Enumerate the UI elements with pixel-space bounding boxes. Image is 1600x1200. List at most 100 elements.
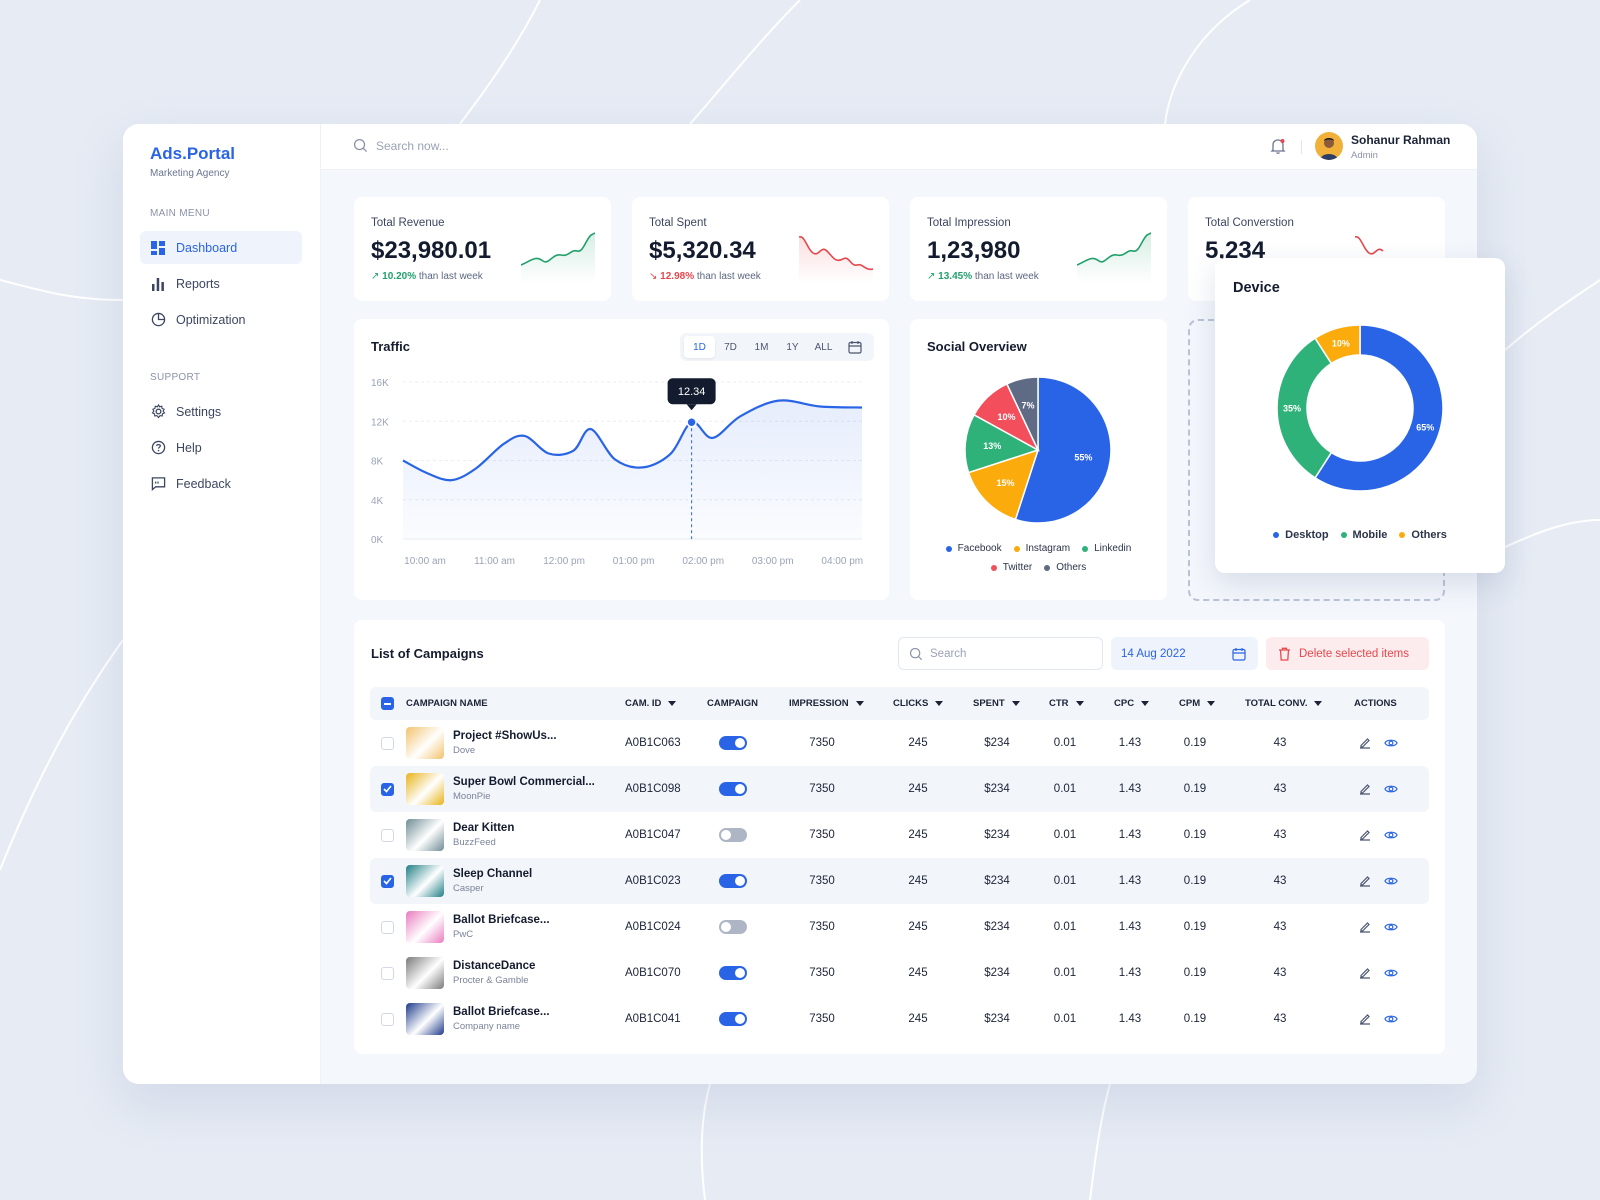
cell-spent: $234: [984, 967, 1010, 979]
col-spent[interactable]: SPENT: [973, 687, 1020, 720]
sidebar-item-feedback[interactable]: Feedback: [140, 467, 302, 500]
user-name[interactable]: Sohanur Rahman: [1351, 133, 1451, 147]
avatar[interactable]: [1315, 132, 1343, 160]
campaign-toggle[interactable]: [719, 950, 747, 996]
actions-cell: [1346, 812, 1398, 858]
table-row[interactable]: Dear Kitten BuzzFeed A0B1C047 7350 245 $234 0.…: [370, 812, 1429, 858]
select-all-checkbox[interactable]: [381, 687, 394, 720]
campaign-thumbnail: [406, 727, 444, 759]
row-checkbox[interactable]: [381, 766, 394, 812]
sparkline: [799, 236, 873, 283]
range-tab-1d[interactable]: 1D: [684, 336, 715, 358]
sidebar-item-dashboard[interactable]: Dashboard: [140, 231, 302, 264]
edit-icon[interactable]: [1358, 782, 1372, 796]
cell-cpm: 0.19: [1183, 1013, 1207, 1025]
traffic-title: Traffic: [371, 339, 411, 354]
campaign-toggle[interactable]: [719, 766, 747, 812]
sidebar-item-optimization[interactable]: Optimization: [140, 303, 302, 336]
campaigns-card: List of Campaigns Search 14 Aug 2022 Del…: [354, 620, 1445, 1054]
campaign-brand: BuzzFeed: [453, 837, 496, 848]
campaign-cell[interactable]: Ballot Briefcase... PwC: [406, 904, 550, 950]
view-icon[interactable]: [1384, 966, 1398, 980]
table-row[interactable]: Ballot Briefcase... PwC A0B1C024 7350 245 $23…: [370, 904, 1429, 950]
edit-icon[interactable]: [1358, 736, 1372, 750]
campaign-toggle[interactable]: [719, 812, 747, 858]
view-icon[interactable]: [1384, 1012, 1398, 1026]
campaign-name: DistanceDance: [453, 960, 536, 972]
range-tab-1m[interactable]: 1M: [754, 341, 769, 353]
row-checkbox[interactable]: [381, 996, 394, 1042]
delete-selected-button[interactable]: Delete selected items: [1266, 637, 1429, 670]
campaign-search[interactable]: Search: [898, 637, 1103, 670]
search-input[interactable]: Search now...: [376, 138, 449, 153]
trash-icon: [1278, 647, 1291, 661]
view-icon[interactable]: [1384, 828, 1398, 842]
calendar-icon[interactable]: [839, 336, 870, 358]
x-tick-label: 03:00 pm: [752, 556, 794, 567]
campaign-toggle[interactable]: [719, 904, 747, 950]
slice-label: 15%: [996, 478, 1014, 488]
table-row[interactable]: Ballot Briefcase... Company name A0B1C041 7…: [370, 996, 1429, 1042]
table-row[interactable]: DistanceDance Procter & Gamble A0B1C070 735…: [370, 950, 1429, 996]
campaign-cell[interactable]: Sleep Channel Casper: [406, 858, 532, 904]
col-impression[interactable]: IMPRESSION: [789, 687, 864, 720]
x-tick-label: 02:00 pm: [682, 556, 724, 567]
col-ctr[interactable]: CTR: [1049, 687, 1084, 720]
edit-icon[interactable]: [1358, 966, 1372, 980]
actions-cell: [1346, 858, 1398, 904]
col-cam-id[interactable]: CAM. ID: [625, 687, 677, 720]
row-checkbox[interactable]: [381, 950, 394, 996]
campaign-cell[interactable]: Dear Kitten BuzzFeed: [406, 812, 514, 858]
cell-cpc: 1.43: [1118, 829, 1142, 841]
campaign-cell[interactable]: Ballot Briefcase... Company name: [406, 996, 550, 1042]
row-checkbox[interactable]: [381, 720, 394, 766]
row-checkbox[interactable]: [381, 904, 394, 950]
row-checkbox[interactable]: [381, 858, 394, 904]
range-tab-7d[interactable]: 7D: [724, 341, 737, 353]
row-checkbox[interactable]: [381, 812, 394, 858]
legend-label: Others: [1411, 529, 1447, 541]
date-picker[interactable]: 14 Aug 2022: [1111, 637, 1258, 670]
bell-icon[interactable]: [1269, 137, 1287, 160]
table-row[interactable]: Super Bowl Commercial... MoonPie A0B1C098 7…: [370, 766, 1429, 812]
range-tab-1y[interactable]: 1Y: [786, 341, 799, 353]
campaign-cell[interactable]: Project #ShowUs... Dove: [406, 720, 557, 766]
legend-item: Desktop: [1273, 529, 1329, 541]
campaign-name: Ballot Briefcase...: [453, 914, 550, 926]
col-total-conv[interactable]: TOTAL CONV.: [1245, 687, 1323, 720]
sidebar-item-help[interactable]: Help: [140, 431, 302, 464]
dashboard-icon: [150, 240, 166, 256]
view-icon[interactable]: [1384, 920, 1398, 934]
global-search[interactable]: Search now...: [353, 138, 449, 153]
edit-icon[interactable]: [1358, 874, 1372, 888]
campaign-toggle[interactable]: [719, 858, 747, 904]
device-donut-chart: 65% 35% 10%: [1276, 324, 1444, 492]
campaign-toggle[interactable]: [719, 720, 747, 766]
table-row[interactable]: Sleep Channel Casper A0B1C023 7350 245 $234 0.…: [370, 858, 1429, 904]
view-icon[interactable]: [1384, 736, 1398, 750]
sidebar-item-reports[interactable]: Reports: [140, 267, 302, 300]
campaign-cell[interactable]: Super Bowl Commercial... MoonPie: [406, 766, 595, 812]
stat-card-revenue: Total Revenue $23,980.01 ↗ 10.20% than l…: [354, 197, 611, 301]
edit-icon[interactable]: [1358, 920, 1372, 934]
edit-icon[interactable]: [1358, 1012, 1372, 1026]
col-cpm[interactable]: CPM: [1179, 687, 1216, 720]
table-row[interactable]: Project #ShowUs... Dove A0B1C063 7350 245 $23…: [370, 720, 1429, 766]
view-icon[interactable]: [1384, 782, 1398, 796]
search-input[interactable]: Search: [930, 647, 967, 660]
cell-cpc: 1.43: [1118, 783, 1142, 795]
device-card[interactable]: Device 65% 35% 10% Desktop Mobile Others: [1215, 258, 1505, 573]
edit-icon[interactable]: [1358, 828, 1372, 842]
campaign-thumbnail: [406, 865, 444, 897]
cell-spent: $234: [984, 1013, 1010, 1025]
col-cpc[interactable]: CPC: [1114, 687, 1150, 720]
range-tab-all[interactable]: ALL: [814, 341, 833, 353]
brand[interactable]: Ads.Portal Marketing Agency: [150, 144, 235, 179]
campaign-cell[interactable]: DistanceDance Procter & Gamble: [406, 950, 535, 996]
col-clicks[interactable]: CLICKS: [893, 687, 944, 720]
campaign-toggle[interactable]: [719, 996, 747, 1042]
help-icon: [150, 440, 166, 456]
sidebar-item-settings[interactable]: Settings: [140, 395, 302, 428]
legend-label: Desktop: [1285, 529, 1329, 541]
view-icon[interactable]: [1384, 874, 1398, 888]
